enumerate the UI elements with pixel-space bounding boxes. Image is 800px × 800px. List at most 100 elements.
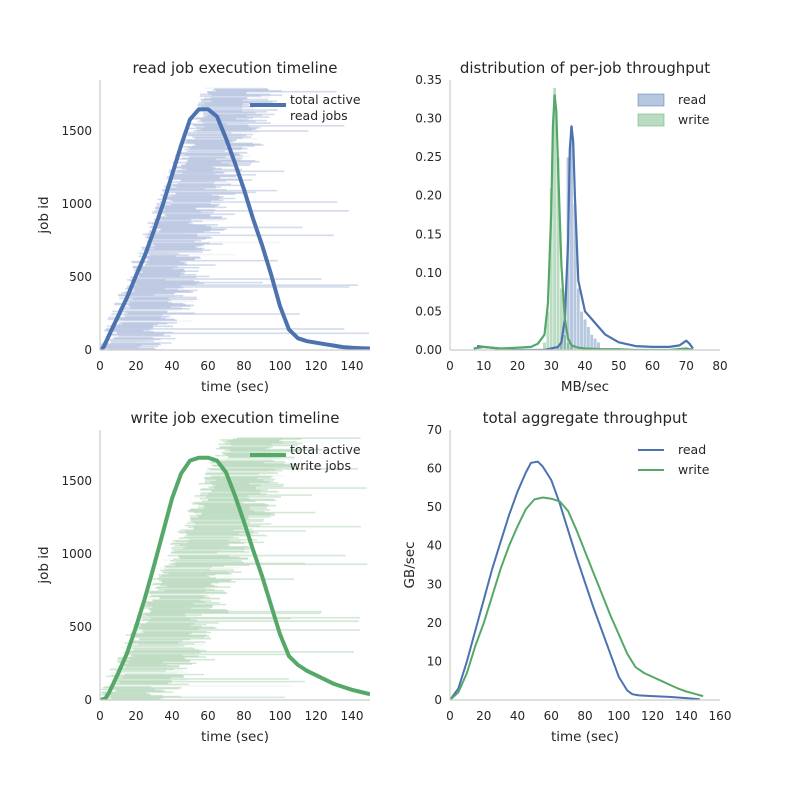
x-axis-label: time (sec) xyxy=(201,729,269,745)
y-tick-label: 1500 xyxy=(61,474,92,488)
x-axis-label: time (sec) xyxy=(551,729,619,745)
legend-label: read jobs xyxy=(290,108,348,123)
x-tick-label: 0 xyxy=(96,359,104,373)
y-tick-label: 0.35 xyxy=(415,73,442,87)
legend-swatch xyxy=(637,93,665,107)
legend-label: read xyxy=(678,92,706,107)
x-tick-label: 20 xyxy=(510,359,525,373)
chart-title: read job execution timeline xyxy=(132,59,337,77)
plot-area xyxy=(100,87,370,350)
x-tick-label: 40 xyxy=(577,359,592,373)
x-tick-label: 80 xyxy=(236,709,251,723)
y-tick-label: 0.25 xyxy=(415,150,442,164)
plot-area xyxy=(473,87,694,350)
hist-bar-read xyxy=(576,288,581,350)
y-tick-label: 20 xyxy=(427,616,442,630)
legend: read write xyxy=(638,442,710,477)
x-tick-label: 80 xyxy=(712,359,727,373)
series-line-read xyxy=(450,460,700,700)
job-bars xyxy=(100,437,368,700)
chart-read-timeline: 0 20 40 60 80 100 120 140 0 500 1000 1500 read job e… xyxy=(36,59,370,395)
x-tick-label: 30 xyxy=(544,359,559,373)
y-tick-label: 1000 xyxy=(61,547,92,561)
x-tick-label: 60 xyxy=(544,709,559,723)
legend-label: write xyxy=(678,112,710,127)
x-tick-label: 0 xyxy=(446,709,454,723)
series-line-read xyxy=(476,125,694,350)
x-tick-label: 80 xyxy=(236,359,251,373)
y-tick-label: 0.15 xyxy=(415,227,442,241)
legend-label: total active xyxy=(290,442,361,457)
legend: read write xyxy=(637,92,710,127)
y-tick-label: 70 xyxy=(427,423,442,437)
y-tick-label: 1500 xyxy=(61,124,92,138)
x-tick-label: 100 xyxy=(607,709,630,723)
legend-label: write xyxy=(678,462,710,477)
x-tick-label: 140 xyxy=(341,359,364,373)
hist-bar-read xyxy=(586,326,591,350)
plot-area xyxy=(100,437,370,700)
x-tick-label: 60 xyxy=(200,359,215,373)
y-tick-label: 1000 xyxy=(61,197,92,211)
series-line-write-timeline xyxy=(100,455,370,700)
x-tick-label: 20 xyxy=(128,709,143,723)
y-axis-label: GB/sec xyxy=(402,541,418,588)
y-tick-label: 0 xyxy=(84,343,92,357)
x-tick-label: 80 xyxy=(577,709,592,723)
hist-bar-read xyxy=(579,311,584,350)
y-tick-label: 50 xyxy=(427,500,442,514)
x-tick-label: 160 xyxy=(709,709,732,723)
x-axis-label: MB/sec xyxy=(561,379,609,395)
y-tick-label: 10 xyxy=(427,654,442,668)
x-tick-label: 120 xyxy=(641,709,664,723)
chart-title: distribution of per-job throughput xyxy=(460,59,710,77)
y-tick-label: 30 xyxy=(427,577,442,591)
legend-swatch xyxy=(637,113,665,127)
x-tick-label: 20 xyxy=(476,709,491,723)
x-tick-label: 50 xyxy=(611,359,626,373)
x-tick-label: 40 xyxy=(164,359,179,373)
x-tick-label: 60 xyxy=(645,359,660,373)
y-tick-label: 60 xyxy=(427,462,442,476)
x-tick-label: 100 xyxy=(269,359,292,373)
y-axis-label: job id xyxy=(36,196,52,234)
y-tick-label: 0.05 xyxy=(415,304,442,318)
x-tick-label: 120 xyxy=(305,359,328,373)
hist-bar-read xyxy=(583,318,587,350)
x-tick-label: 120 xyxy=(305,709,328,723)
chart-throughput-dist: 0 10 20 30 40 50 60 70 80 0.00 0.05 0.10 0.15 0.20 0.2… xyxy=(415,59,727,395)
hist-bar-write xyxy=(562,334,567,350)
x-tick-label: 70 xyxy=(679,359,694,373)
chart-title: write job execution timeline xyxy=(131,409,340,427)
y-tick-label: 40 xyxy=(427,539,442,553)
hist-bar-write xyxy=(566,342,571,350)
x-tick-label: 20 xyxy=(128,359,143,373)
job-bars xyxy=(100,87,370,350)
chart-aggregate-throughput: 0 20 40 60 80 100 120 140 160 0 10 20 30 40 50 60 70 tota… xyxy=(402,409,731,745)
x-tick-label: 10 xyxy=(476,359,491,373)
chart-title: total aggregate throughput xyxy=(483,409,688,427)
x-axis-label: time (sec) xyxy=(201,379,269,395)
y-tick-label: 0.20 xyxy=(415,189,442,203)
y-tick-label: 500 xyxy=(69,270,92,284)
x-tick-label: 0 xyxy=(96,709,104,723)
plot-area xyxy=(450,460,704,700)
series-line-write xyxy=(450,496,704,700)
y-tick-label: 0 xyxy=(84,693,92,707)
x-tick-label: 100 xyxy=(269,709,292,723)
series-line-read-timeline xyxy=(100,107,370,350)
chart-write-timeline: 0 20 40 60 80 100 120 140 0 500 1000 1500 write job … xyxy=(36,409,370,745)
y-tick-label: 0.00 xyxy=(415,343,442,357)
x-tick-label: 40 xyxy=(164,709,179,723)
x-tick-label: 140 xyxy=(675,709,698,723)
legend-label: read xyxy=(678,442,706,457)
y-tick-label: 500 xyxy=(69,620,92,634)
y-axis-label: job id xyxy=(36,546,52,584)
x-tick-label: 40 xyxy=(510,709,525,723)
x-tick-label: 60 xyxy=(200,709,215,723)
x-tick-label: 0 xyxy=(446,359,454,373)
y-tick-label: 0.30 xyxy=(415,112,442,126)
y-tick-label: 0.10 xyxy=(415,266,442,280)
